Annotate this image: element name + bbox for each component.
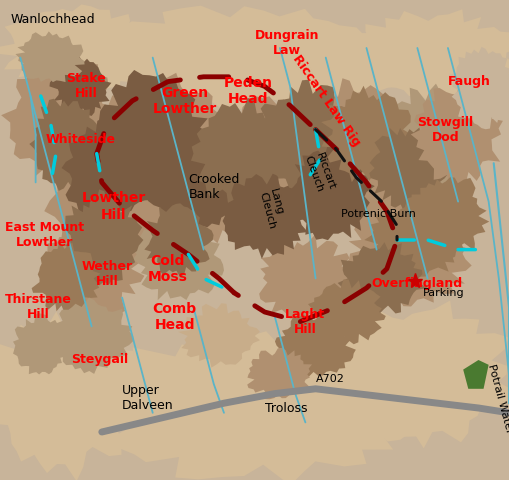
Polygon shape <box>411 81 503 185</box>
Polygon shape <box>321 86 411 182</box>
Polygon shape <box>287 142 375 240</box>
Polygon shape <box>216 94 341 214</box>
Text: Whiteside: Whiteside <box>46 132 116 146</box>
Text: Cold
Moss: Cold Moss <box>148 254 187 284</box>
Polygon shape <box>191 98 296 208</box>
Text: Lowther
Hill: Lowther Hill <box>81 192 146 221</box>
Polygon shape <box>32 241 100 317</box>
Text: Lang
Cleuch: Lang Cleuch <box>257 188 288 230</box>
Text: Faugh: Faugh <box>448 75 491 88</box>
Polygon shape <box>337 242 428 314</box>
Text: Stake
Hill: Stake Hill <box>66 72 106 100</box>
Polygon shape <box>13 313 70 374</box>
Polygon shape <box>145 204 214 277</box>
Text: Steygail: Steygail <box>71 353 128 367</box>
Text: Thirstane
Hill: Thirstane Hill <box>5 293 72 321</box>
Text: East Mount
Lowther: East Mount Lowther <box>5 221 84 249</box>
Polygon shape <box>341 9 509 101</box>
Polygon shape <box>97 73 227 212</box>
Text: Troloss: Troloss <box>265 401 307 415</box>
Polygon shape <box>385 84 480 204</box>
Text: Potrenic Burn: Potrenic Burn <box>341 209 416 218</box>
Polygon shape <box>308 279 386 344</box>
Polygon shape <box>0 312 144 480</box>
Polygon shape <box>410 177 489 259</box>
Polygon shape <box>42 223 145 318</box>
Text: Parking: Parking <box>422 288 464 298</box>
Polygon shape <box>257 80 354 190</box>
Polygon shape <box>142 130 243 234</box>
Text: A702: A702 <box>316 374 345 384</box>
Text: Upper
Dalveen: Upper Dalveen <box>122 384 174 412</box>
Polygon shape <box>341 139 456 247</box>
Text: Potrail Water: Potrail Water <box>486 362 509 434</box>
Text: Comb
Head: Comb Head <box>153 302 197 332</box>
Polygon shape <box>50 298 133 374</box>
Polygon shape <box>259 234 357 320</box>
Polygon shape <box>62 118 161 218</box>
Polygon shape <box>275 313 356 377</box>
Polygon shape <box>345 208 472 307</box>
Polygon shape <box>288 78 405 210</box>
Polygon shape <box>448 47 509 129</box>
Polygon shape <box>44 117 180 265</box>
Text: Wanlochhead: Wanlochhead <box>10 12 95 26</box>
Text: Laght
Hill: Laght Hill <box>285 308 325 336</box>
Polygon shape <box>67 331 443 480</box>
Polygon shape <box>222 172 309 259</box>
Polygon shape <box>76 6 430 109</box>
Text: Dungrain
Law: Dungrain Law <box>254 29 319 57</box>
Polygon shape <box>155 124 269 243</box>
Polygon shape <box>95 70 211 200</box>
Text: Overfingland: Overfingland <box>372 276 463 290</box>
Polygon shape <box>327 300 509 448</box>
Polygon shape <box>370 128 448 213</box>
Polygon shape <box>30 99 107 192</box>
Polygon shape <box>63 190 144 285</box>
Polygon shape <box>463 360 489 389</box>
Polygon shape <box>364 197 469 278</box>
Polygon shape <box>49 57 111 116</box>
Polygon shape <box>0 4 157 91</box>
Polygon shape <box>247 348 312 399</box>
Text: Green
Lowther: Green Lowther <box>153 86 217 116</box>
Text: Wether
Hill: Wether Hill <box>81 260 132 288</box>
Text: Riccart Law Rig: Riccart Law Rig <box>290 53 363 149</box>
Text: Peden
Head: Peden Head <box>224 76 273 106</box>
Text: Riccart
Cleuch: Riccart Cleuch <box>303 151 336 195</box>
Text: Stowgill
Dod: Stowgill Dod <box>417 116 473 144</box>
Polygon shape <box>15 31 84 82</box>
Text: Crooked
Bank: Crooked Bank <box>188 173 240 201</box>
Polygon shape <box>1 49 114 180</box>
Polygon shape <box>178 303 260 368</box>
Polygon shape <box>132 216 224 300</box>
